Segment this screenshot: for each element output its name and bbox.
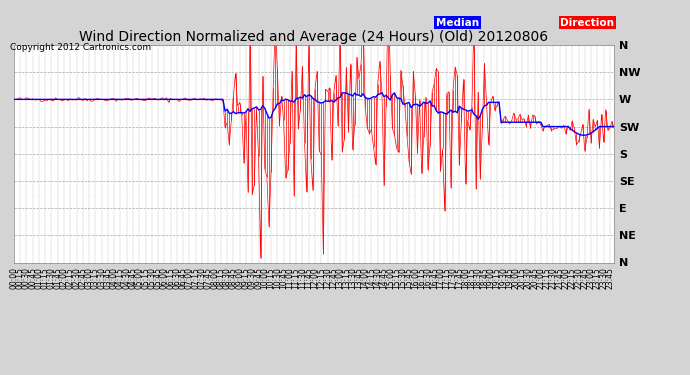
Title: Wind Direction Normalized and Average (24 Hours) (Old) 20120806: Wind Direction Normalized and Average (2…	[79, 30, 549, 44]
Text: Direction: Direction	[560, 18, 614, 28]
Text: Median: Median	[436, 18, 479, 28]
Text: Copyright 2012 Cartronics.com: Copyright 2012 Cartronics.com	[10, 43, 152, 52]
